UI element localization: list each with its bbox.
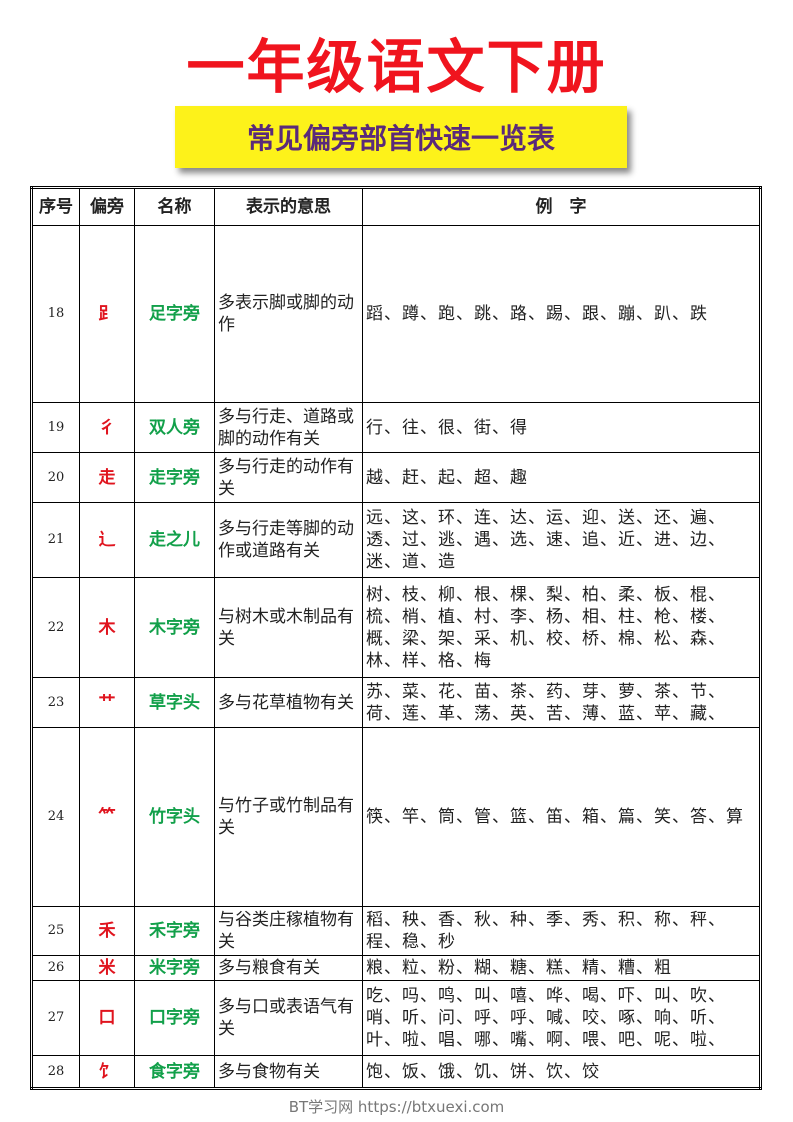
- meaning: 与谷类庄稼植物有关: [214, 906, 363, 956]
- table-row: 21 辶走之儿 多与行走等脚的动作或道路有关 远、这、环、连、达、运、迎、送、还、遍、…: [31, 502, 761, 578]
- meaning: 多与行走等脚的动作或道路有关: [214, 502, 363, 578]
- radical-name: 走字旁: [134, 452, 215, 503]
- table-row: 22 木木字旁 与树木或木制品有关 树、枝、柳、根、棵、梨、柏、柔、板、棍、梳、梢、植…: [31, 577, 761, 678]
- example-characters: 粮、粒、粉、糊、糖、糕、精、糟、粗: [362, 955, 761, 981]
- meaning: 多表示脚或脚的动作: [214, 225, 363, 403]
- table-row: 26 米米字旁 多与粮食有关 粮、粒、粉、糊、糖、糕、精、糟、粗: [31, 955, 761, 981]
- example-characters: 吃、吗、鸣、叫、嘻、哗、喝、吓、叫、吹、哨、听、问、呼、呼、喊、咬、啄、响、听、…: [362, 980, 761, 1056]
- radical-name: 口字旁: [134, 980, 215, 1056]
- meaning: 多与口或表语气有关: [214, 980, 363, 1056]
- example-characters: 筷、竿、筒、管、篮、笛、箱、篇、笑、答、算: [362, 727, 761, 907]
- radical-name: 米字旁: [134, 955, 215, 981]
- table-row: 23 艹草字头 多与花草植物有关 苏、菜、花、苗、茶、药、芽、萝、茶、节、荷、莲、革、…: [31, 677, 761, 728]
- radical: 木: [79, 577, 135, 678]
- radical: 饣: [79, 1055, 135, 1089]
- table-row: 18 𧾷 足字旁 多表示脚或脚的动作 蹈、蹲、跑、跳、路、踢、跟、蹦、趴、跌: [31, 225, 761, 403]
- meaning: 多与行走的动作有关: [214, 452, 363, 503]
- example-characters: 稻、秧、香、秋、种、季、秀、积、称、秤、程、稳、秒: [362, 906, 761, 956]
- meaning: 多与粮食有关: [214, 955, 363, 981]
- radical: 口: [79, 980, 135, 1056]
- radical: 彳: [79, 402, 135, 453]
- row-number: 25: [31, 906, 80, 956]
- document-title: 一年级语文下册: [186, 33, 607, 101]
- meaning: 与树木或木制品有关: [214, 577, 363, 678]
- radical-name: 竹字头: [134, 727, 215, 907]
- table-row: 25 禾禾字旁 与谷类庄稼植物有关 稻、秧、香、秋、种、季、秀、积、称、秤、程、稳、秒: [31, 906, 761, 956]
- radical-name: 禾字旁: [134, 906, 215, 956]
- table-row: 24 ⺮竹字头 与竹子或竹制品有关 筷、竿、筒、管、篮、笛、箱、篇、笑、答、算: [31, 727, 761, 907]
- radical: 走: [79, 452, 135, 503]
- radical: 辶: [79, 502, 135, 578]
- header-meaning: 表示的意思: [214, 187, 363, 226]
- radical: 禾: [79, 906, 135, 956]
- row-number: 23: [31, 677, 80, 728]
- radical-name: 足字旁: [134, 225, 215, 403]
- row-number: 26: [31, 955, 80, 981]
- row-number: 24: [31, 727, 80, 907]
- example-characters: 树、枝、柳、根、棵、梨、柏、柔、板、棍、梳、梢、植、村、李、杨、相、柱、枪、楼、…: [362, 577, 761, 678]
- example-characters: 蹈、蹲、跑、跳、路、踢、跟、蹦、趴、跌: [362, 225, 761, 403]
- header-name: 名称: [134, 187, 215, 226]
- row-number: 28: [31, 1055, 80, 1089]
- header-radical: 偏旁: [79, 187, 135, 226]
- example-characters: 苏、菜、花、苗、茶、药、芽、萝、茶、节、荷、莲、革、荡、英、苦、薄、蓝、苹、藏、: [362, 677, 761, 728]
- radical-name: 食字旁: [134, 1055, 215, 1089]
- radical-table: 序号 偏旁 名称 表示的意思 例 字 18 𧾷 足字旁 多表示脚或脚的动作 蹈、蹲、跑、…: [30, 186, 762, 1090]
- subtitle-banner: 常见偏旁部首快速一览表: [175, 106, 627, 168]
- example-characters: 行、往、很、街、得: [362, 402, 761, 453]
- header-number: 序号: [31, 187, 80, 226]
- meaning: 多与花草植物有关: [214, 677, 363, 728]
- meaning: 多与食物有关: [214, 1055, 363, 1089]
- table-row: 28 饣食字旁 多与食物有关 饱、饭、饿、饥、饼、饮、饺: [31, 1055, 761, 1089]
- table-row: 27 口口字旁 多与口或表语气有关 吃、吗、鸣、叫、嘻、哗、喝、吓、叫、吹、哨、听、问…: [31, 980, 761, 1056]
- radical-name: 草字头: [134, 677, 215, 728]
- meaning: 多与行走、道路或脚的动作有关: [214, 402, 363, 453]
- example-characters: 远、这、环、连、达、运、迎、送、还、遍、透、过、逃、遇、选、速、追、近、进、边、…: [362, 502, 761, 578]
- row-number: 22: [31, 577, 80, 678]
- row-number: 20: [31, 452, 80, 503]
- radical-name: 走之儿: [134, 502, 215, 578]
- row-number: 18: [31, 225, 80, 403]
- example-characters: 饱、饭、饿、饥、饼、饮、饺: [362, 1055, 761, 1089]
- radical: 艹: [79, 677, 135, 728]
- radical: ⺮: [79, 727, 135, 907]
- radical: 米: [79, 955, 135, 981]
- meaning: 与竹子或竹制品有关: [214, 727, 363, 907]
- example-characters: 越、赶、起、超、趣: [362, 452, 761, 503]
- radical-name: 双人旁: [134, 402, 215, 453]
- row-number: 19: [31, 402, 80, 453]
- radical-name: 木字旁: [134, 577, 215, 678]
- radical: 𧾷: [79, 225, 135, 403]
- row-number: 27: [31, 980, 80, 1056]
- header-examples: 例 字: [362, 187, 761, 226]
- table-row: 19 彳双人旁 多与行走、道路或脚的动作有关 行、往、很、街、得: [31, 402, 761, 453]
- table-row: 20 走走字旁 多与行走的动作有关 越、赶、起、超、趣: [31, 452, 761, 503]
- row-number: 21: [31, 502, 80, 578]
- table-header-row: 序号 偏旁 名称 表示的意思 例 字: [31, 187, 761, 226]
- watermark: BT学习网 https://btxuexi.com: [288, 1098, 505, 1116]
